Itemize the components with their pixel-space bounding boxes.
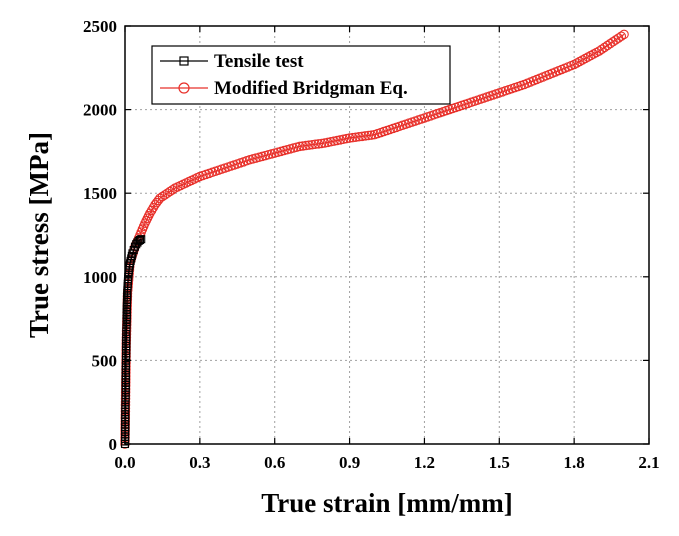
x-tick-label: 0.9 bbox=[339, 453, 360, 472]
x-axis-title: True strain [mm/mm] bbox=[261, 488, 512, 518]
data-point bbox=[145, 208, 155, 219]
legend: Tensile test Modified Bridgman Eq. bbox=[151, 45, 451, 105]
data-point bbox=[167, 185, 178, 195]
data-point bbox=[307, 139, 317, 150]
data-point bbox=[616, 31, 627, 41]
x-tick-label: 2.1 bbox=[638, 453, 659, 472]
legend-label: Tensile test bbox=[214, 51, 304, 72]
x-tick-label: 1.5 bbox=[489, 453, 510, 472]
grid-lines bbox=[125, 26, 649, 444]
data-point bbox=[347, 132, 358, 143]
data-point bbox=[294, 141, 305, 152]
legend-swatch-marker bbox=[178, 82, 190, 94]
y-tick-label: 2000 bbox=[83, 101, 117, 120]
x-tick-label: 1.2 bbox=[414, 453, 435, 472]
data-point bbox=[366, 130, 377, 140]
data-point bbox=[363, 130, 374, 141]
plot-frame bbox=[124, 25, 650, 445]
y-tick-label: 1000 bbox=[83, 268, 117, 287]
data-point bbox=[155, 193, 165, 203]
legend-box bbox=[151, 45, 451, 105]
data-point bbox=[135, 235, 145, 245]
y-tick-label: 1500 bbox=[83, 184, 117, 203]
legend-swatch-marker bbox=[179, 56, 189, 66]
series-layer bbox=[120, 29, 629, 449]
data-point bbox=[351, 132, 361, 142]
data-point bbox=[148, 202, 159, 213]
data-point bbox=[301, 140, 311, 151]
data-point bbox=[619, 29, 629, 40]
data-point bbox=[162, 188, 173, 198]
y-tick-label: 2500 bbox=[83, 17, 117, 36]
x-tick-label: 0.3 bbox=[189, 453, 210, 472]
data-point bbox=[344, 133, 355, 143]
data-point bbox=[137, 235, 146, 244]
data-point bbox=[316, 138, 327, 149]
data-point bbox=[160, 190, 170, 200]
data-point bbox=[298, 141, 308, 151]
data-point bbox=[360, 131, 370, 141]
data-point bbox=[127, 251, 136, 260]
data-point bbox=[354, 132, 364, 142]
x-tick-label: 1.8 bbox=[564, 453, 585, 472]
data-point bbox=[146, 205, 157, 216]
y-tick-label: 500 bbox=[92, 351, 118, 370]
legend-item: Tensile test bbox=[160, 51, 304, 72]
axis-ticks: 0.0 0.3 0.6 0.9 1.2 1.5 1.8 2.1 0 500 1000 1500 2000… bbox=[83, 17, 660, 472]
data-point bbox=[313, 139, 324, 149]
data-point bbox=[165, 186, 175, 197]
data-point bbox=[357, 131, 367, 142]
x-tick-label: 0.6 bbox=[264, 453, 285, 472]
legend-item: Modified Bridgman Eq. bbox=[160, 78, 408, 99]
y-tick-label: 0 bbox=[109, 435, 118, 454]
x-tick-label: 0.0 bbox=[114, 453, 135, 472]
data-point bbox=[127, 254, 136, 263]
y-axis-title: True stress [MPa] bbox=[24, 132, 54, 338]
legend-label: Modified Bridgman Eq. bbox=[214, 78, 408, 99]
data-point bbox=[310, 139, 321, 150]
data-point bbox=[134, 236, 143, 245]
data-point bbox=[157, 191, 168, 202]
data-point bbox=[304, 140, 314, 150]
